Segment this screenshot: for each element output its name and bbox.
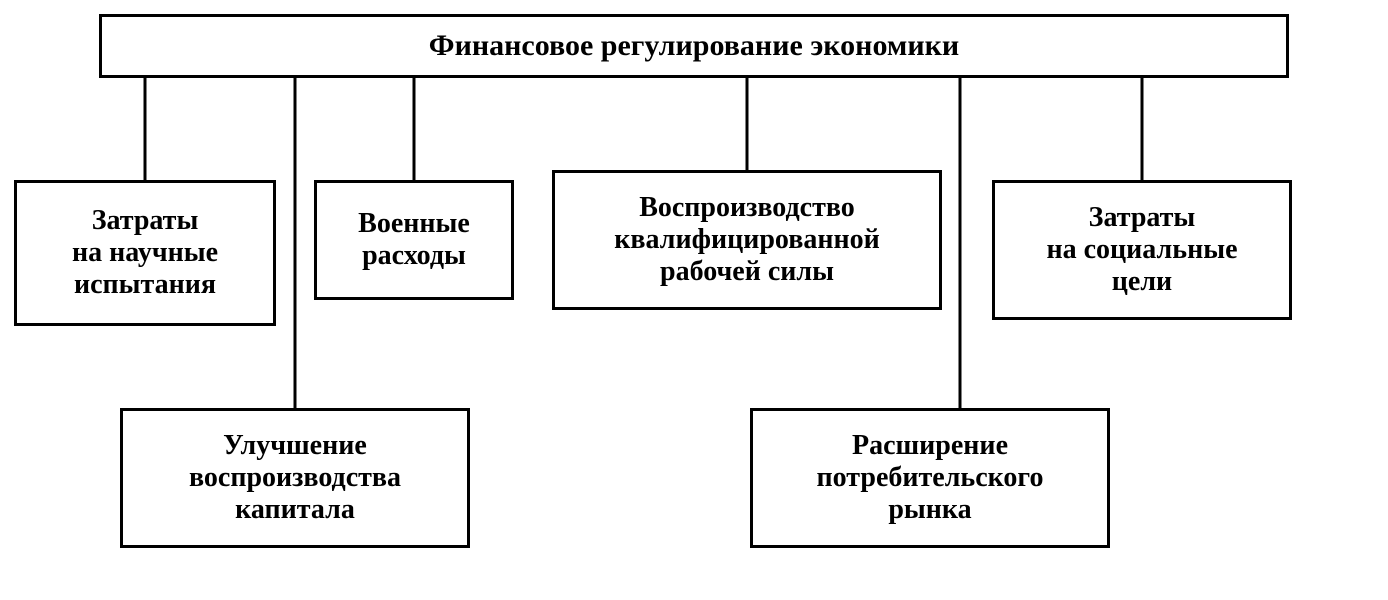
node-n5: Улучшение воспроизводства капитала xyxy=(120,408,470,548)
node-n6: Расширение потребительского рынка xyxy=(750,408,1110,548)
diagram-stage: Финансовое регулирование экономики Затрат… xyxy=(0,0,1388,600)
node-n1: Затраты на научные испытания xyxy=(14,180,276,326)
node-n2: Военные расходы xyxy=(314,180,514,300)
node-root: Финансовое регулирование экономики xyxy=(99,14,1289,78)
node-n4: Затраты на социальные цели xyxy=(992,180,1292,320)
node-n3: Воспроизводство квалифицированной рабоче… xyxy=(552,170,942,310)
